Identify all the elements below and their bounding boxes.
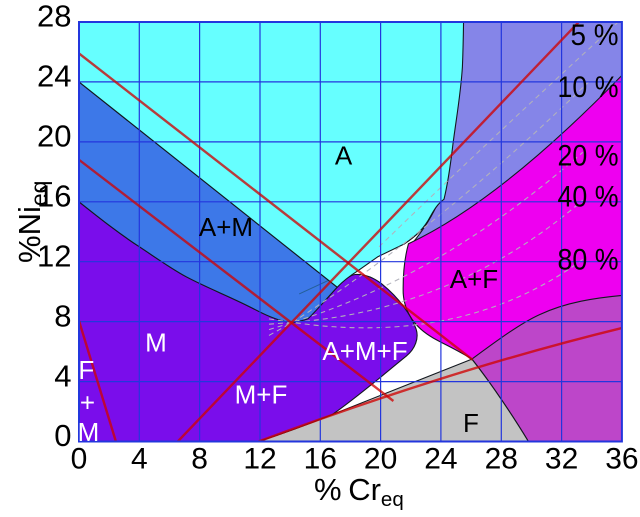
svg-text:24: 24 bbox=[424, 442, 457, 475]
svg-text:20 %: 20 % bbox=[558, 140, 619, 173]
svg-text:+: + bbox=[80, 388, 95, 418]
svg-text:8: 8 bbox=[191, 442, 208, 475]
svg-text:0: 0 bbox=[71, 442, 88, 475]
svg-text:80 %: 80 % bbox=[558, 243, 619, 276]
svg-text:A: A bbox=[335, 140, 353, 170]
svg-text:20: 20 bbox=[37, 119, 71, 154]
svg-text:F: F bbox=[78, 355, 94, 385]
svg-text:10 %: 10 % bbox=[558, 71, 619, 104]
svg-text:24: 24 bbox=[37, 59, 71, 94]
svg-text:28: 28 bbox=[37, 0, 71, 34]
svg-text:0: 0 bbox=[54, 418, 71, 453]
svg-text:40 %: 40 % bbox=[558, 181, 619, 214]
svg-text:A+F: A+F bbox=[450, 264, 498, 294]
svg-text:36: 36 bbox=[605, 442, 638, 475]
svg-text:M+F: M+F bbox=[235, 379, 288, 409]
svg-text:4: 4 bbox=[131, 442, 148, 475]
svg-text:A+M: A+M bbox=[199, 212, 253, 242]
svg-text:12: 12 bbox=[37, 238, 71, 273]
svg-text:A+M+F: A+M+F bbox=[322, 336, 407, 366]
svg-text:5 %: 5 % bbox=[571, 19, 619, 52]
svg-text:20: 20 bbox=[364, 442, 397, 475]
svg-text:F: F bbox=[463, 408, 479, 438]
svg-text:4: 4 bbox=[54, 358, 71, 393]
svg-text:16: 16 bbox=[37, 179, 71, 214]
svg-text:M: M bbox=[78, 417, 100, 447]
svg-text:M: M bbox=[145, 327, 167, 357]
svg-text:28: 28 bbox=[485, 442, 518, 475]
svg-text:8: 8 bbox=[54, 298, 71, 333]
svg-text:12: 12 bbox=[243, 442, 276, 475]
svg-text:32: 32 bbox=[545, 442, 578, 475]
svg-text:16: 16 bbox=[304, 442, 337, 475]
